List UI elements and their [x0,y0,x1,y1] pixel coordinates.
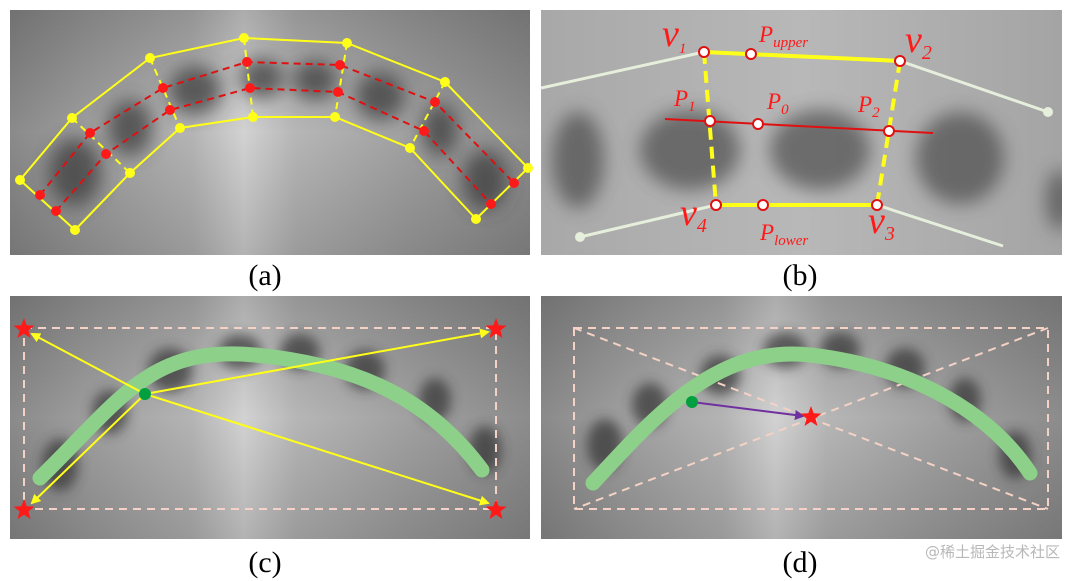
spine-curve [32,346,490,486]
inner-points [35,57,519,216]
arrow-to-top-right [144,328,490,395]
vertex-v3-marker [871,199,883,211]
vertex-v4-marker [710,199,722,211]
quad-edge-dashed [71,117,131,174]
vertex-v1-marker [698,46,710,58]
caption-d: (d) [783,546,818,579]
spine-curve [585,346,1038,491]
point-upper-marker [745,48,757,60]
caption-a: (a) [248,259,281,292]
arrow-to-bottom-right [144,393,490,506]
key-points [698,46,906,211]
star-top-left [13,318,35,338]
label-v4: v4 [680,192,707,237]
caption-c: (c) [248,546,281,579]
corner-arrows [30,328,490,506]
quad-left-edge [702,51,718,206]
panel-a: (a) [10,10,533,292]
vertebra-quad [702,50,902,207]
panel-b-image [541,10,1062,255]
bounding-box [23,327,497,510]
center-offset-arrow [691,401,805,420]
arrow-to-top-left [30,333,146,395]
panel-c: (c) [10,296,530,579]
point-p1-marker [704,115,716,127]
star-bottom-right [485,499,507,519]
caption-b: (b) [783,259,818,292]
star-top-right [485,318,507,338]
point-lower-marker [757,199,769,211]
quad-vertices [15,33,533,235]
sample-point [139,388,151,400]
bounding-box [573,327,1049,510]
quad-edge-dashed [409,81,446,149]
quad-right-edge [875,60,902,206]
box-center-star [800,406,822,426]
quad-edge [19,179,76,231]
arrow-to-bottom-left [30,393,146,505]
corner-stars [13,318,507,519]
guide-lines [541,50,1049,248]
quad-edge-dashed [334,42,348,118]
star-bottom-left [13,499,35,519]
quad-edge-dashed [149,57,181,129]
point-p2-marker [883,125,895,137]
point-p0-marker [752,118,764,130]
quad-top-edge [703,50,901,63]
sample-point [686,396,698,408]
vertex-v2-marker [894,55,906,67]
watermark: @稀土掘金技术社区 [925,543,1060,561]
quad-edge [475,167,529,220]
panel-b: v1 v2 v3 v4 Pupper Plower P1 P0 P2 (b) [541,10,1062,292]
panel-d: (d) [541,296,1062,579]
panel-a-image [10,10,530,255]
quad-edge-dashed [243,37,254,118]
panel-c-image [10,296,530,539]
